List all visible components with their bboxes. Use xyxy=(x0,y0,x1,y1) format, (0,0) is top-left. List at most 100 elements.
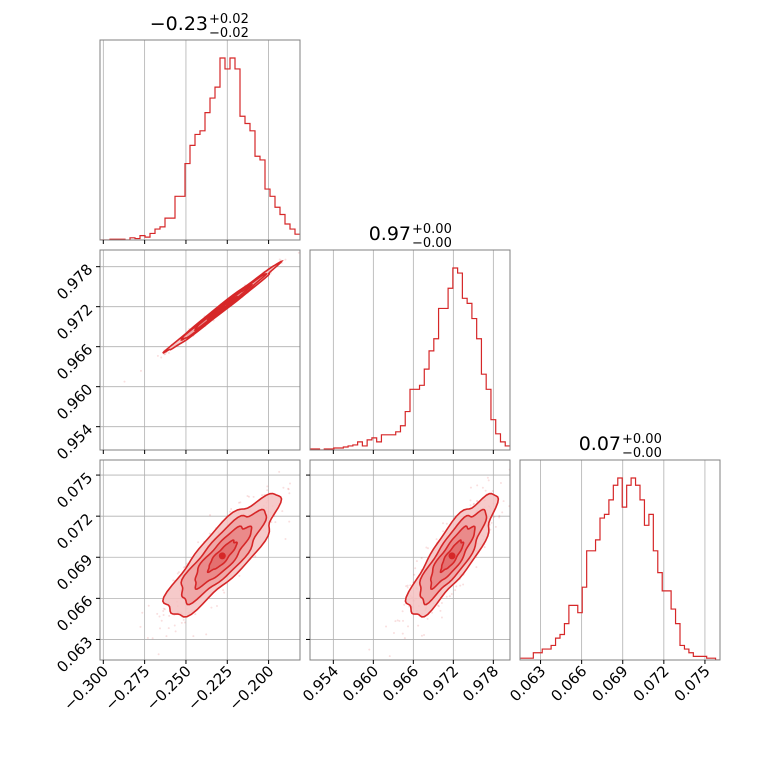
x-tick-label: −0.250 xyxy=(143,662,195,714)
scatter-point xyxy=(230,507,233,510)
y-tick-label: 0.954 xyxy=(53,420,96,463)
y-tick-label: 0.072 xyxy=(53,510,96,553)
panel-frame xyxy=(309,249,511,451)
scatter-point xyxy=(146,637,149,640)
x-tick-label: 0.960 xyxy=(339,662,382,705)
scatter-point xyxy=(459,584,462,587)
scatter-point xyxy=(392,632,395,635)
panel-background xyxy=(100,40,300,240)
plot-layer: 0.9540.9600.9660.9720.9780.0630.0660.069… xyxy=(53,39,721,714)
x-tick-label: 0.978 xyxy=(459,662,502,705)
x-tick-label: −0.225 xyxy=(184,662,236,714)
scatter-point xyxy=(385,625,388,628)
panel-background xyxy=(310,460,510,660)
histogram-step-line xyxy=(100,57,300,240)
panel-frame xyxy=(519,459,721,661)
title-plus: +0.00 xyxy=(622,432,662,447)
scatter-point xyxy=(176,572,179,575)
scatter-point xyxy=(229,510,232,513)
scatter-point xyxy=(475,499,478,502)
scatter-point xyxy=(472,503,475,506)
title-value: 0.07 xyxy=(579,433,621,455)
scatter-point xyxy=(165,635,168,638)
scatter-point xyxy=(491,489,494,492)
scatter-point xyxy=(450,592,453,595)
scatter-point xyxy=(174,630,177,633)
scatter-data xyxy=(368,468,514,658)
scatter-point xyxy=(158,615,161,618)
scatter-point xyxy=(394,620,397,623)
x-tick-label: 0.069 xyxy=(588,662,631,705)
scatter-point xyxy=(403,637,406,640)
scatter-point xyxy=(413,573,416,576)
density-peak xyxy=(218,304,226,312)
scatter-point xyxy=(239,501,242,504)
scatter-point xyxy=(168,614,171,617)
hist-title-param-2: 0.07 +0.00 −0.00 xyxy=(579,432,662,461)
scatter-point xyxy=(289,482,291,485)
scatter-point xyxy=(182,618,185,621)
x-tick-label: 0.066 xyxy=(547,662,590,705)
scatter-point xyxy=(210,606,213,609)
scatter-point xyxy=(512,489,514,491)
scatter-point xyxy=(448,595,451,598)
x-tick-label: 0.075 xyxy=(671,662,714,705)
scatter-point xyxy=(439,609,442,612)
scatter-point xyxy=(252,495,255,498)
title-minus: −0.00 xyxy=(412,236,452,251)
hist-title-param-0: −0.23 +0.02 −0.02 xyxy=(150,12,249,41)
scatter-point xyxy=(462,583,465,586)
y-tick-label: 0.966 xyxy=(53,340,96,383)
scatter-point xyxy=(297,251,300,254)
scatter-point xyxy=(151,637,154,640)
scatter-point xyxy=(473,502,476,505)
title-value: 0.97 xyxy=(369,223,411,245)
x-tick-label: 0.954 xyxy=(299,662,342,705)
scatter-point xyxy=(469,504,472,507)
scatter-point xyxy=(180,621,183,624)
scatter-point xyxy=(163,353,166,356)
scatter-point xyxy=(511,497,513,499)
title-minus: −0.00 xyxy=(622,446,662,461)
scatter-point xyxy=(208,532,211,535)
scatter-panel-1-vs-0 xyxy=(96,249,301,454)
scatter-point xyxy=(183,565,186,568)
hist-panel-param-2 xyxy=(519,459,721,664)
scatter-point xyxy=(281,510,284,513)
panel-background xyxy=(100,250,300,450)
scatter-point xyxy=(490,521,493,524)
scatter-point xyxy=(167,627,170,630)
scatter-point xyxy=(167,351,170,354)
scatter-point xyxy=(197,541,200,544)
scatter-point xyxy=(261,494,264,497)
scatter-point xyxy=(183,621,186,624)
scatter-point xyxy=(454,589,457,592)
scatter-point xyxy=(158,627,161,630)
scatter-point xyxy=(401,610,404,613)
scatter-point xyxy=(486,476,489,479)
scatter-point xyxy=(284,537,287,540)
scatter-point xyxy=(403,603,406,606)
hist-title-param-1: 0.97 +0.00 −0.00 xyxy=(369,222,452,251)
scatter-point xyxy=(282,486,285,489)
scatter-point xyxy=(182,566,185,569)
scatter-point xyxy=(141,611,144,614)
scatter-point xyxy=(489,528,492,531)
scatter-point xyxy=(173,624,176,627)
scatter-point xyxy=(469,486,472,489)
panel-background xyxy=(520,460,720,660)
x-tick-label: −0.200 xyxy=(225,662,277,714)
scatter-point xyxy=(215,605,218,608)
scatter-panel-2-vs-1 xyxy=(306,459,514,664)
scatter-point xyxy=(288,492,291,495)
scatter-point xyxy=(139,369,142,372)
scatter-point xyxy=(417,624,420,627)
hist-panel-param-0 xyxy=(99,39,301,244)
scatter-point xyxy=(368,648,371,651)
scatter-point xyxy=(254,555,257,558)
scatter-point xyxy=(156,354,159,357)
scatter-point xyxy=(426,617,429,620)
scatter-point xyxy=(415,560,418,563)
scatter-point xyxy=(192,635,195,638)
scatter-point xyxy=(440,616,443,619)
